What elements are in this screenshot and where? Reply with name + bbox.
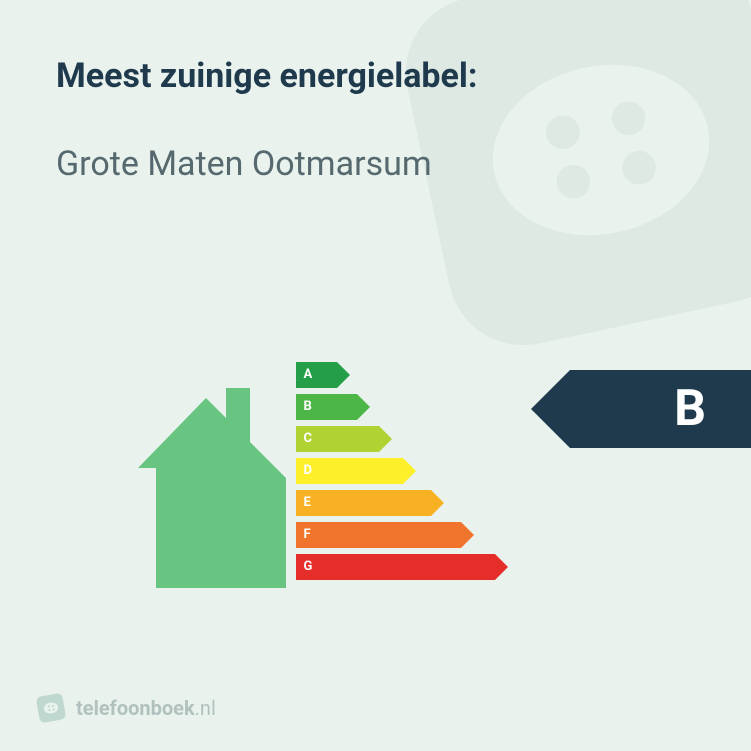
energy-bar-label: F [304,522,311,548]
energy-bar-label: B [304,394,312,420]
result-letter: B [674,380,707,438]
result-arrow: B [531,370,751,448]
energy-bar-label: C [304,426,313,452]
energy-bar-arrow [296,490,444,516]
result-arrow-shape [531,370,751,448]
brand-name-bold: telefoonboek [76,696,195,720]
footer-brand: telefoonboek.nl [36,693,216,723]
brand-logo-icon [36,693,66,723]
house-icon [126,358,286,588]
energy-bar-label: D [304,458,312,484]
energy-bar-label: G [304,554,313,580]
energy-chart-area: ABCDEFG [56,244,695,711]
energy-bar-arrow [296,554,508,580]
energy-chart: ABCDEFG [126,348,586,608]
brand-name-thin: .nl [195,696,216,720]
energy-bar-label: A [304,362,313,388]
energy-bar-arrow [296,458,416,484]
energy-bar-arrow [296,522,474,548]
page-title: Meest zuinige energielabel: [56,56,695,96]
energy-bar-label: E [304,490,311,516]
page-subtitle: Grote Maten Ootmarsum [56,144,695,184]
brand-name: telefoonboek.nl [76,696,216,720]
